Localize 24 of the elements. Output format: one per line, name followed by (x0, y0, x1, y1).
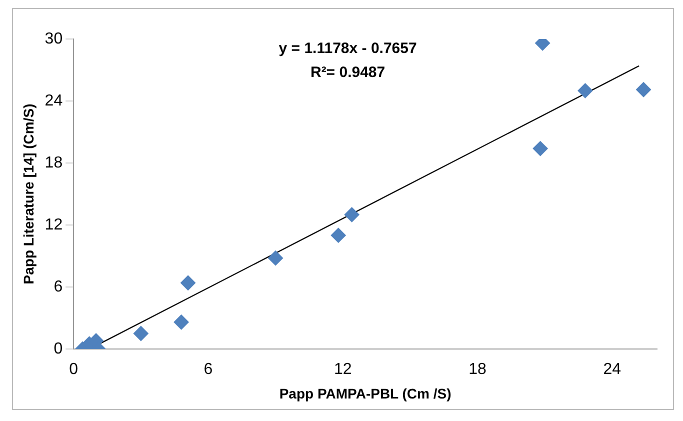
y-tick-label: 24 (44, 92, 63, 110)
y-tick-label: 0 (54, 340, 63, 358)
y-tick-label: 6 (54, 278, 63, 296)
point (268, 250, 284, 266)
point (133, 326, 148, 341)
x-axis-title: Papp PAMPA-PBL (Cm /S) (279, 385, 452, 402)
x-tick-label: 6 (204, 361, 213, 378)
y-tick-label: 30 (44, 30, 63, 48)
point (344, 207, 360, 222)
point (330, 228, 346, 243)
point (174, 314, 189, 330)
annotation: y = 1.1178x - 0.7657 (278, 40, 417, 58)
x-tick-label: 18 (468, 361, 486, 378)
point (532, 141, 548, 156)
x-tick-label: 24 (603, 361, 622, 378)
y-tick-label: 12 (44, 216, 63, 234)
x-tick-label: 0 (69, 361, 78, 378)
point (636, 82, 652, 98)
point (180, 275, 196, 290)
y-tick-label: 18 (44, 154, 63, 172)
annotation: R²= 0.9487 (310, 64, 386, 82)
y-axis-title: Papp Literature [14] (Cm/S) (20, 104, 36, 284)
point (578, 83, 593, 98)
x-tick-label: 12 (334, 361, 352, 378)
